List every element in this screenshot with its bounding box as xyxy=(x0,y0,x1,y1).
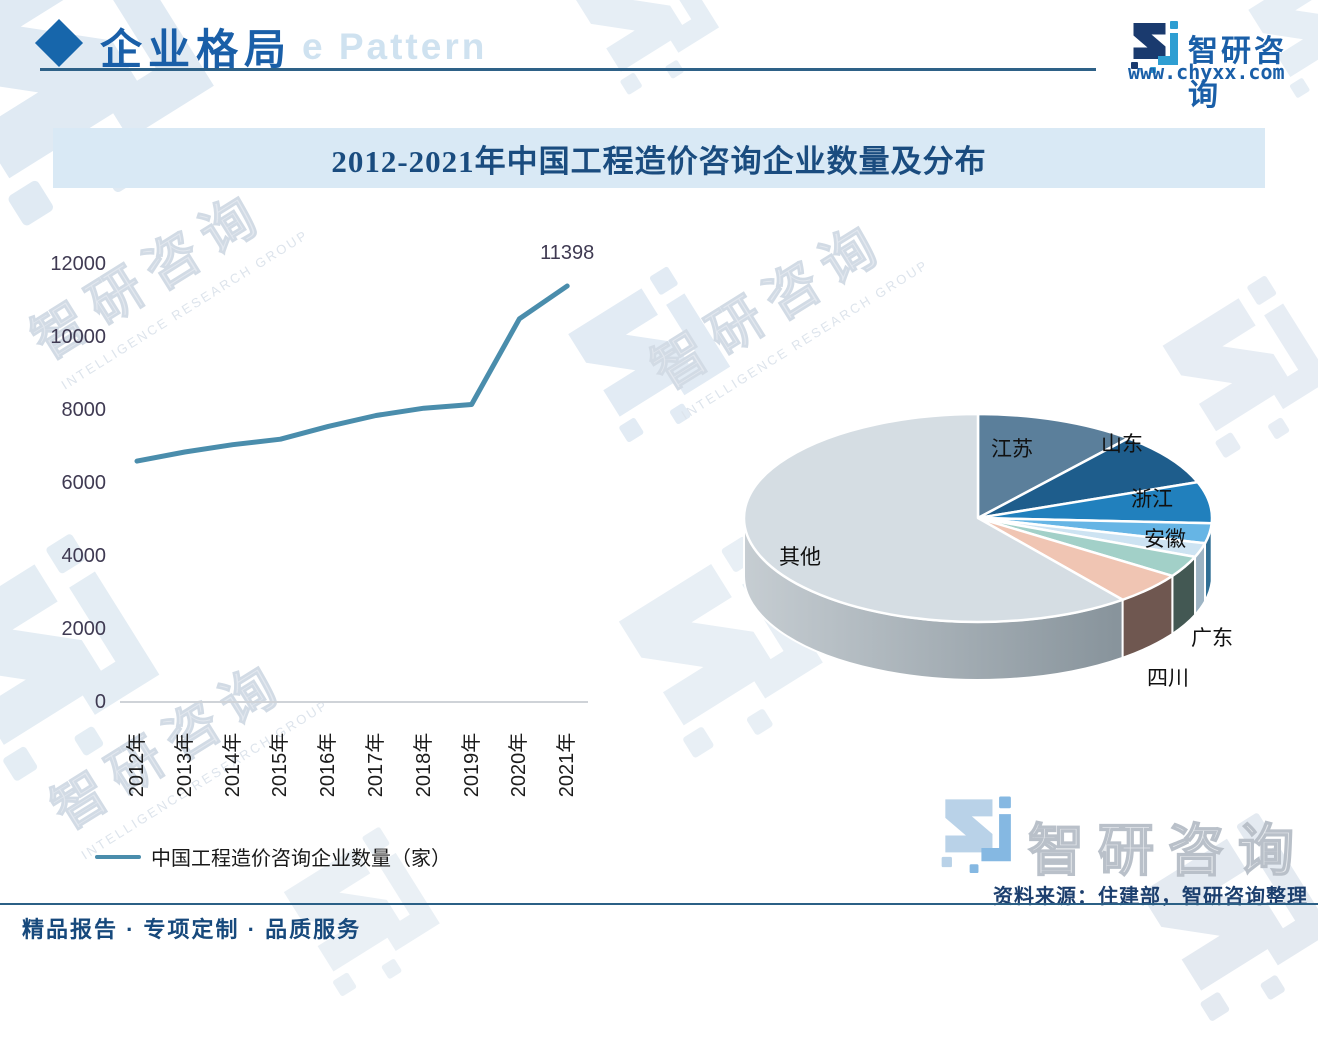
x-axis-label: 2017年 xyxy=(364,715,388,815)
pie-slice-label: 浙江 xyxy=(1131,483,1173,513)
y-axis-label: 6000 xyxy=(40,471,106,495)
pie-slice-label: 四川 xyxy=(1147,662,1189,692)
x-axis-label: 2014年 xyxy=(221,715,245,815)
y-axis-label: 8000 xyxy=(40,398,106,422)
x-axis-label: 2021年 xyxy=(555,715,579,815)
pie-slice-label: 江苏 xyxy=(991,433,1033,463)
watermark-brand-text: 智研咨询 xyxy=(1028,806,1308,887)
watermark-logo-icon xyxy=(564,0,736,109)
section-diamond-icon xyxy=(35,19,83,67)
x-axis-label: 2016年 xyxy=(316,715,340,815)
x-axis-label: 2019年 xyxy=(460,715,484,815)
section-title-watermark: e Pattern xyxy=(302,26,487,68)
y-axis-label: 0 xyxy=(40,690,106,714)
chart-title-banner: 2012-2021年中国工程造价咨询企业数量及分布 xyxy=(53,128,1265,188)
line-series-path xyxy=(137,286,567,461)
chart-title: 2012-2021年中国工程造价咨询企业数量及分布 xyxy=(331,136,986,181)
x-axis-label: 2012年 xyxy=(125,715,149,815)
watermark-brand-text: 智研咨询 xyxy=(634,185,921,405)
infographic-page: { "header": { "section_title": "企业格局", "… xyxy=(0,0,1318,950)
section-title: 企业格局 xyxy=(100,16,292,77)
legend-label: 中国工程造价咨询企业数量（家） xyxy=(151,842,451,871)
footer-text: 精品报告 · 专项定制 · 品质服务 xyxy=(22,912,361,944)
legend: 中国工程造价咨询企业数量（家） xyxy=(95,842,451,871)
x-axis-label: 2015年 xyxy=(268,715,292,815)
y-axis-label: 2000 xyxy=(40,617,106,641)
x-axis-label: 2013年 xyxy=(173,715,197,815)
y-axis-label: 12000 xyxy=(40,252,106,276)
pie-slice-label: 广东 xyxy=(1191,622,1233,652)
pie-slice-label: 其他 xyxy=(779,541,821,571)
pie-slice-label: 山东 xyxy=(1101,428,1143,458)
brand-website: www.chyxx.com xyxy=(1128,60,1285,84)
line-chart: 0 2000 4000 6000 8000 10000 12000 2012年 2013年 20… xyxy=(40,240,620,920)
legend-line-swatch xyxy=(95,855,141,859)
x-axis-label: 2018年 xyxy=(412,715,436,815)
watermark-logo-icon xyxy=(940,795,1014,876)
pie-chart: 江苏 山东浙江安徽广东四川 其他 xyxy=(728,398,1298,708)
footer-divider xyxy=(0,903,1318,905)
data-annotation: 11398 xyxy=(507,242,627,266)
pie-slice-label: 安徽 xyxy=(1144,523,1186,553)
x-axis-label: 2020年 xyxy=(507,715,531,815)
y-axis-label: 4000 xyxy=(40,544,106,568)
y-axis-label: 10000 xyxy=(40,325,106,349)
